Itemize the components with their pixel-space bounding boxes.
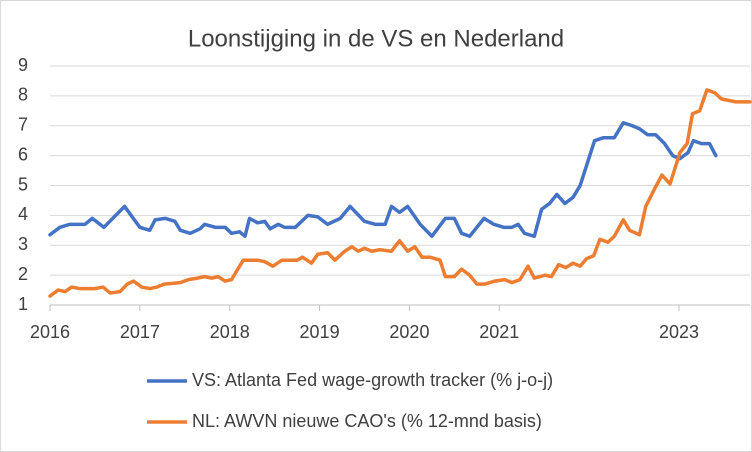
legend-label: VS: Atlanta Fed wage-growth tracker (% j… — [192, 370, 553, 390]
y-tick-label: 6 — [18, 144, 28, 164]
y-tick-label: 5 — [18, 174, 28, 194]
x-tick-label: 2019 — [300, 322, 340, 342]
x-tick-label: 2021 — [479, 322, 519, 342]
y-tick-label: 9 — [18, 55, 28, 75]
y-tick-label: 1 — [18, 294, 28, 314]
x-tick-label: 2017 — [120, 322, 160, 342]
y-tick-label: 4 — [18, 204, 28, 224]
x-tick-label: 2018 — [210, 322, 250, 342]
y-tick-label: 7 — [18, 115, 28, 135]
legend-label: NL: AWVN nieuwe CAO's (% 12-mnd basis) — [192, 411, 542, 431]
y-tick-label: 3 — [18, 234, 28, 254]
y-tick-label: 8 — [18, 85, 28, 105]
x-tick-label: 2016 — [30, 322, 70, 342]
chart-title: Loonstijging in de VS en Nederland — [188, 25, 564, 52]
series-line — [48, 121, 718, 239]
y-tick-label: 2 — [18, 264, 28, 284]
x-tick-label: 2023 — [659, 322, 699, 342]
x-tick-label: 2020 — [389, 322, 429, 342]
series-line — [48, 88, 752, 298]
